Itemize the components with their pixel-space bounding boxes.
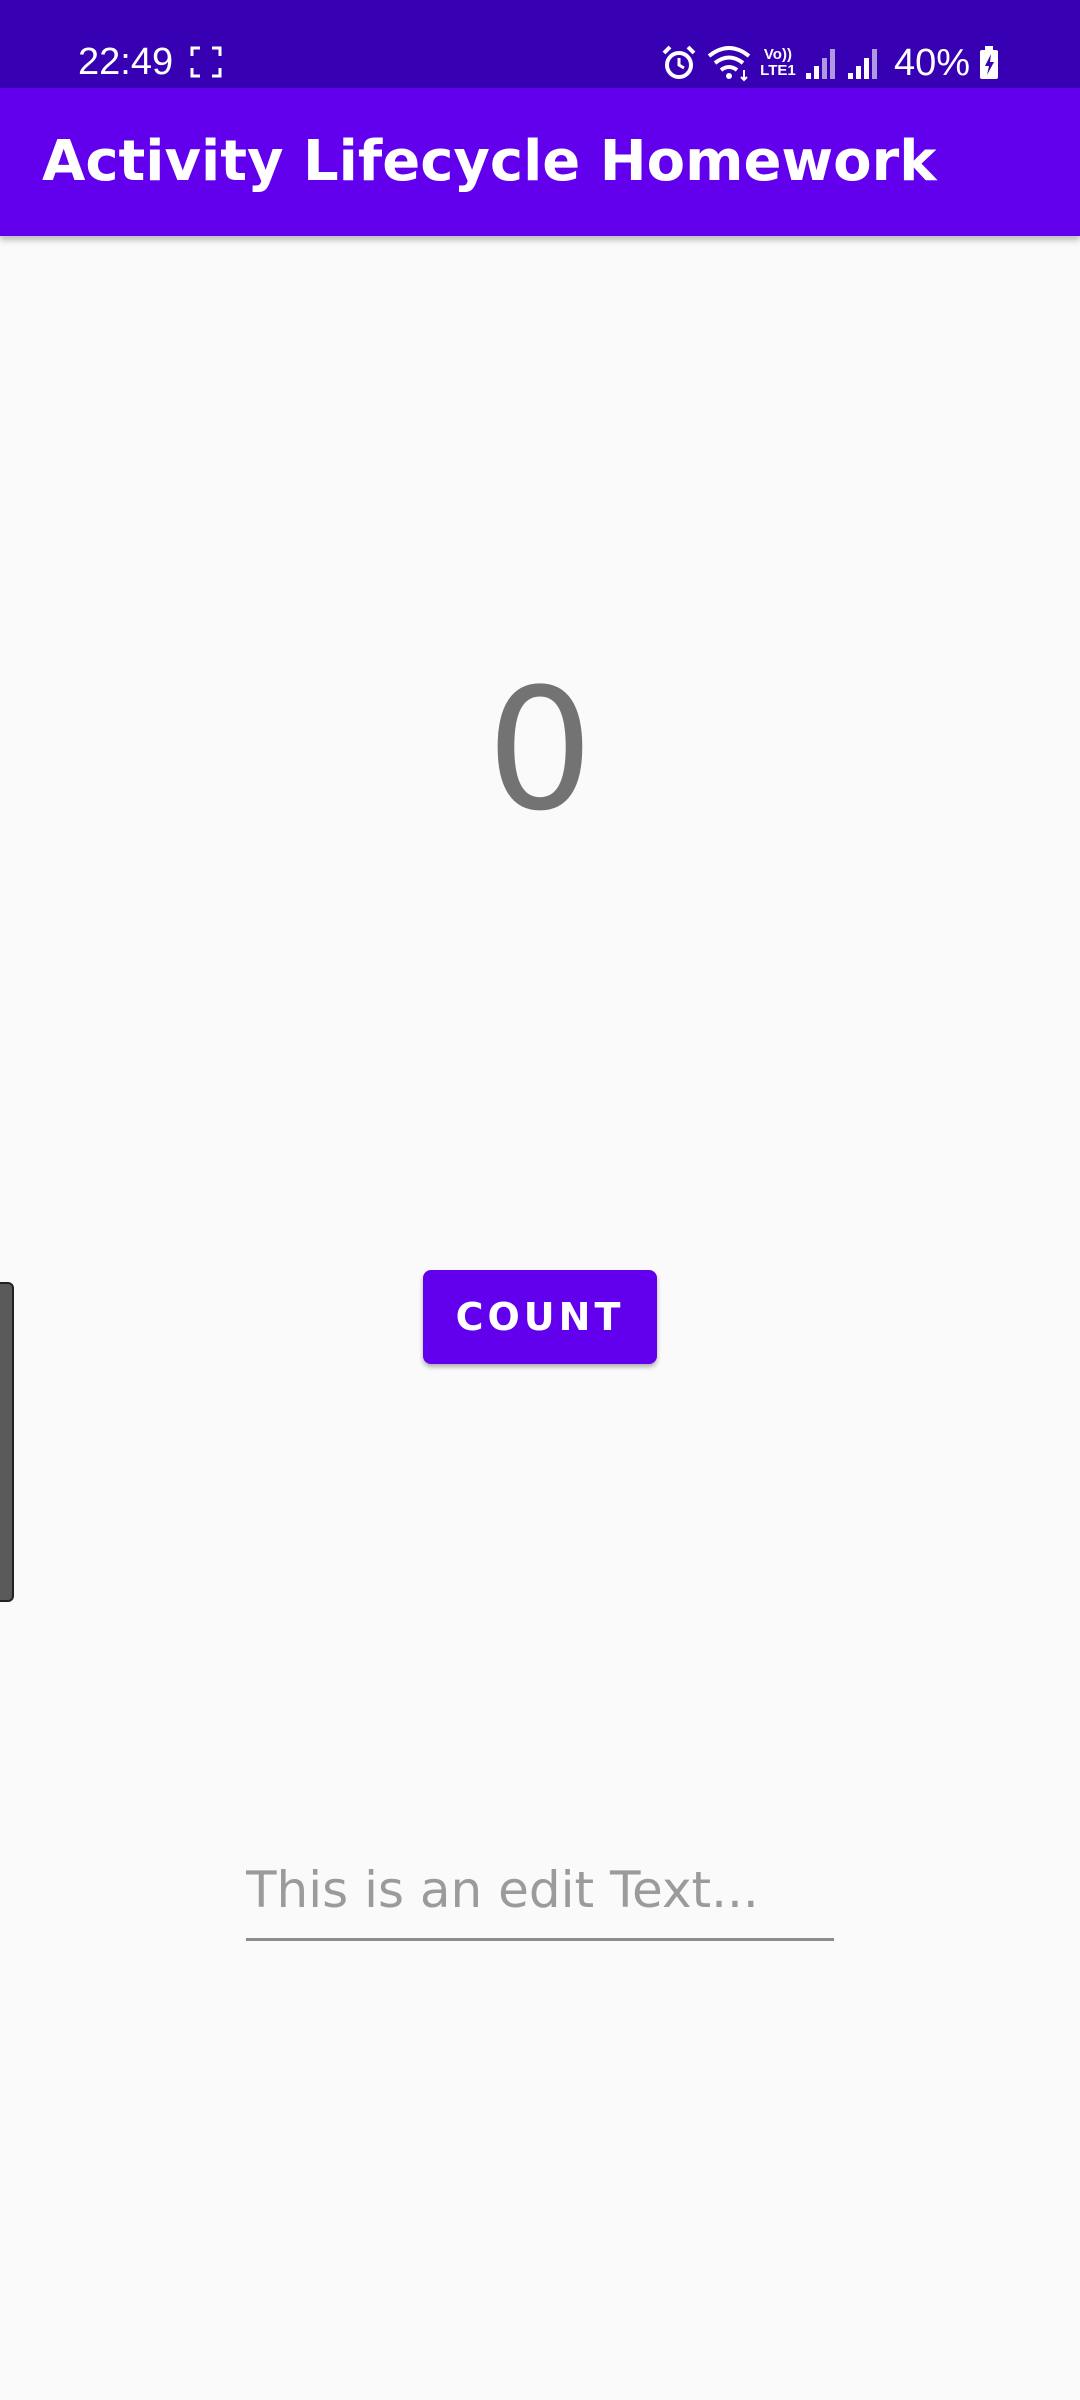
page-title: Activity Lifecycle Homework [42,130,937,194]
alarm-icon [660,44,698,82]
signal-icon [804,45,838,81]
status-icons: Vo)) LTE1 40% [660,38,1000,88]
battery-charging-icon [978,45,1000,81]
status-time: 22:49 [78,40,173,84]
battery-percentage: 40% [894,41,970,85]
volte-icon: Vo)) LTE1 [760,47,796,79]
wifi-icon [706,44,752,82]
signal-icon [846,45,880,81]
edge-panel-handle[interactable] [0,1282,14,1602]
count-display: 0 [0,650,1080,850]
screenshot-icon [190,46,222,78]
status-bar: 22:49 Vo)) LTE1 [0,0,1080,88]
app-bar: Activity Lifecycle Homework [0,88,1080,236]
edit-text-field[interactable] [246,1850,834,1941]
count-button[interactable]: COUNT [423,1270,657,1364]
